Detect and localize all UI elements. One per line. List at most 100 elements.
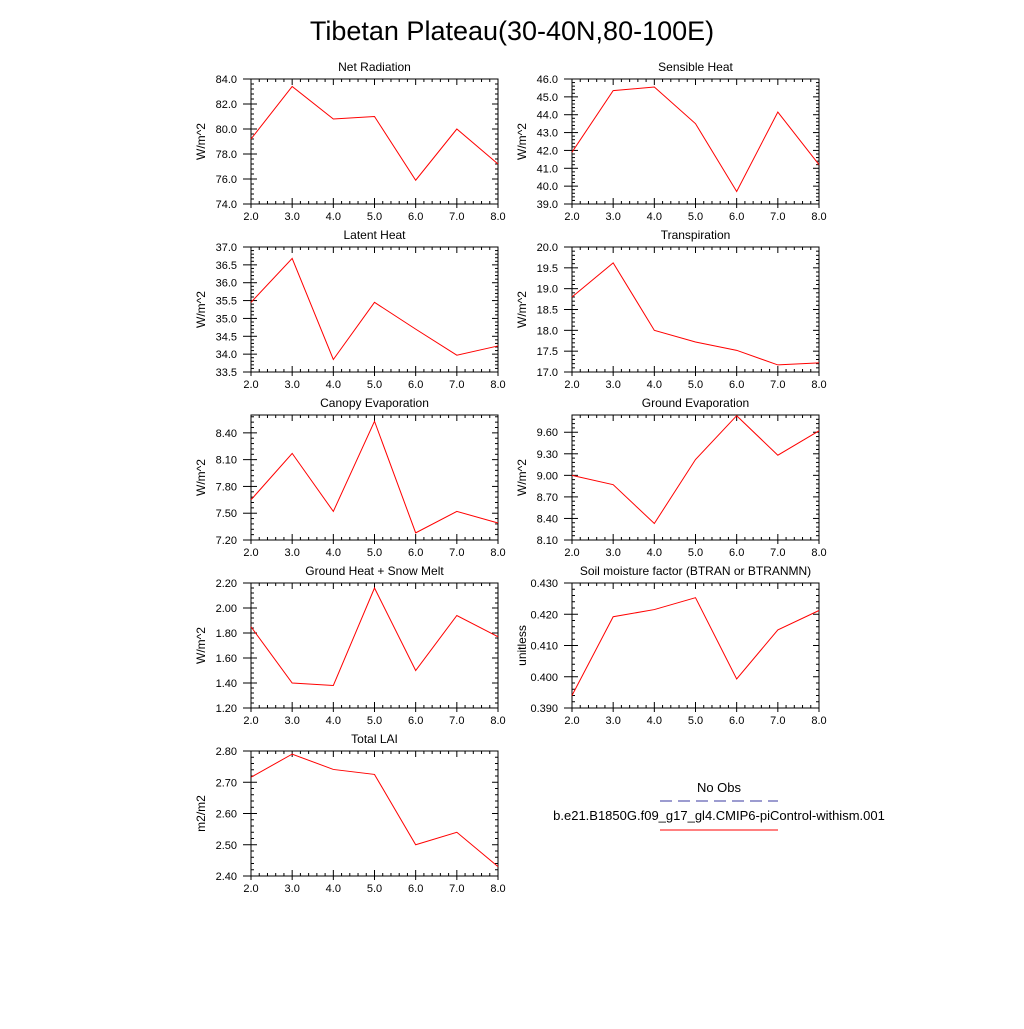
y-tick-label: 78.0 bbox=[216, 149, 237, 161]
x-tick-label: 5.0 bbox=[367, 547, 382, 559]
y-tick-label: 44.0 bbox=[537, 110, 558, 122]
x-tick-label: 3.0 bbox=[285, 715, 300, 727]
x-tick-label: 7.0 bbox=[770, 547, 785, 559]
x-tick-label: 4.0 bbox=[647, 379, 662, 391]
plot-frame bbox=[250, 78, 499, 205]
x-tick-label: 2.0 bbox=[243, 883, 258, 895]
panel-ground-heat-snow-melt: Ground Heat + Snow Melt W/m^2 2.0 3.0 4.0 5.0… bbox=[194, 564, 506, 727]
x-tick-label: 2.0 bbox=[243, 379, 258, 391]
y-tick-label: 33.5 bbox=[216, 367, 237, 379]
y-axis-label: W/m^2 bbox=[194, 123, 208, 160]
series-line-canopy-evaporation bbox=[250, 419, 499, 534]
legend: No Obs b.e21.B1850G.f09_g17_gl4.CMIP6-pi… bbox=[553, 780, 885, 831]
y-tick-label: 7.20 bbox=[216, 535, 237, 547]
series-line-ground-evaporation bbox=[571, 415, 820, 525]
series-line-transpiration bbox=[571, 262, 820, 366]
x-tick-label: 8.0 bbox=[811, 715, 826, 727]
y-tick-label: 40.0 bbox=[537, 181, 558, 193]
panel-title: Net Radiation bbox=[338, 60, 411, 74]
y-tick-label: 20.0 bbox=[537, 242, 558, 254]
x-tick-label: 4.0 bbox=[326, 379, 341, 391]
y-tick-label: 76.0 bbox=[216, 174, 237, 186]
x-tick-label: 3.0 bbox=[285, 379, 300, 391]
y-tick-label: 7.80 bbox=[216, 481, 237, 493]
x-tick-label: 4.0 bbox=[326, 883, 341, 895]
x-tick-label: 8.0 bbox=[811, 211, 826, 223]
x-tick-label: 2.0 bbox=[564, 715, 579, 727]
x-tick-label: 8.0 bbox=[490, 715, 505, 727]
x-tick-label: 5.0 bbox=[688, 715, 703, 727]
x-tick-label: 8.0 bbox=[490, 379, 505, 391]
x-tick-label: 8.0 bbox=[811, 379, 826, 391]
y-tick-label: 2.00 bbox=[216, 603, 237, 615]
plot-frame bbox=[571, 78, 820, 205]
plot-frame bbox=[571, 414, 820, 541]
y-tick-label: 19.5 bbox=[537, 263, 558, 275]
x-tick-label: 6.0 bbox=[729, 379, 744, 391]
y-axis-label: W/m^2 bbox=[515, 291, 529, 328]
y-tick-label: 17.0 bbox=[537, 367, 558, 379]
y-tick-label: 8.40 bbox=[537, 513, 558, 525]
y-tick-label: 18.0 bbox=[537, 325, 558, 337]
y-axis-label: W/m^2 bbox=[194, 459, 208, 496]
x-tick-label: 3.0 bbox=[285, 883, 300, 895]
plot-frame bbox=[250, 246, 499, 373]
x-tick-label: 6.0 bbox=[408, 883, 423, 895]
panel-soil-moisture-factor-btran-or-btranmn: Soil moisture factor (BTRAN or BTRANMN) u… bbox=[515, 564, 827, 727]
x-tick-label: 7.0 bbox=[449, 715, 464, 727]
x-tick-label: 8.0 bbox=[811, 547, 826, 559]
panel-sensible-heat: Sensible Heat W/m^2 2.0 3.0 4.0 5.0 6.0 7.0 8.0 3… bbox=[515, 60, 827, 223]
y-tick-label: 43.0 bbox=[537, 128, 558, 140]
x-tick-label: 4.0 bbox=[326, 211, 341, 223]
plot-frame bbox=[250, 414, 499, 541]
x-tick-label: 3.0 bbox=[606, 547, 621, 559]
panel-title: Total LAI bbox=[351, 732, 398, 746]
panel-latent-heat: Latent Heat W/m^2 2.0 3.0 4.0 5.0 6.0 7.0 8.0 33.… bbox=[194, 228, 506, 391]
panel-transpiration: Transpiration W/m^2 2.0 3.0 4.0 5.0 6.0 7.0 8.0 1… bbox=[515, 228, 827, 391]
x-tick-label: 8.0 bbox=[490, 211, 505, 223]
y-tick-label: 8.10 bbox=[216, 455, 237, 467]
x-tick-label: 6.0 bbox=[729, 547, 744, 559]
panel-ground-evaporation: Ground Evaporation W/m^2 2.0 3.0 4.0 5.0 6.0 7.… bbox=[515, 396, 827, 559]
x-tick-label: 7.0 bbox=[770, 715, 785, 727]
panel-title: Ground Evaporation bbox=[642, 396, 749, 410]
panel-total-lai: Total LAI m2/m2 2.0 3.0 4.0 5.0 6.0 7.0 8.0 2.40 2… bbox=[194, 732, 506, 895]
x-tick-label: 5.0 bbox=[688, 211, 703, 223]
y-tick-label: 0.400 bbox=[530, 672, 558, 684]
y-axis-label: W/m^2 bbox=[194, 291, 208, 328]
y-tick-label: 35.5 bbox=[216, 296, 237, 308]
x-tick-label: 3.0 bbox=[606, 715, 621, 727]
series-line-latent-heat bbox=[250, 257, 499, 361]
y-tick-label: 2.60 bbox=[216, 809, 237, 821]
y-tick-label: 34.5 bbox=[216, 331, 237, 343]
x-tick-label: 3.0 bbox=[606, 379, 621, 391]
x-tick-label: 8.0 bbox=[490, 883, 505, 895]
y-tick-label: 2.80 bbox=[216, 746, 237, 758]
series-line-total-lai bbox=[250, 753, 499, 868]
x-tick-label: 6.0 bbox=[408, 715, 423, 727]
y-tick-label: 0.420 bbox=[530, 609, 558, 621]
y-tick-label: 42.0 bbox=[537, 145, 558, 157]
x-tick-label: 4.0 bbox=[647, 715, 662, 727]
x-tick-label: 7.0 bbox=[449, 211, 464, 223]
y-tick-label: 84.0 bbox=[216, 74, 237, 86]
x-tick-label: 5.0 bbox=[367, 211, 382, 223]
y-tick-label: 37.0 bbox=[216, 242, 237, 254]
x-tick-label: 5.0 bbox=[688, 379, 703, 391]
figure-title: Tibetan Plateau(30-40N,80-100E) bbox=[310, 16, 714, 46]
y-tick-label: 74.0 bbox=[216, 199, 237, 211]
panel-title: Latent Heat bbox=[343, 228, 406, 242]
x-tick-label: 7.0 bbox=[449, 883, 464, 895]
x-tick-label: 4.0 bbox=[326, 715, 341, 727]
y-tick-label: 0.430 bbox=[530, 578, 558, 590]
y-tick-label: 45.0 bbox=[537, 92, 558, 104]
plot-frame bbox=[250, 582, 499, 709]
y-tick-label: 34.0 bbox=[216, 349, 237, 361]
x-tick-label: 2.0 bbox=[564, 379, 579, 391]
y-tick-label: 18.5 bbox=[537, 305, 558, 317]
legend-label-obs: No Obs bbox=[697, 780, 742, 795]
legend-label-model: b.e21.B1850G.f09_g17_gl4.CMIP6-piControl… bbox=[553, 808, 885, 823]
y-axis-label: m2/m2 bbox=[194, 795, 208, 832]
panel-canopy-evaporation: Canopy Evaporation W/m^2 2.0 3.0 4.0 5.0 6.0 7.… bbox=[194, 396, 506, 559]
